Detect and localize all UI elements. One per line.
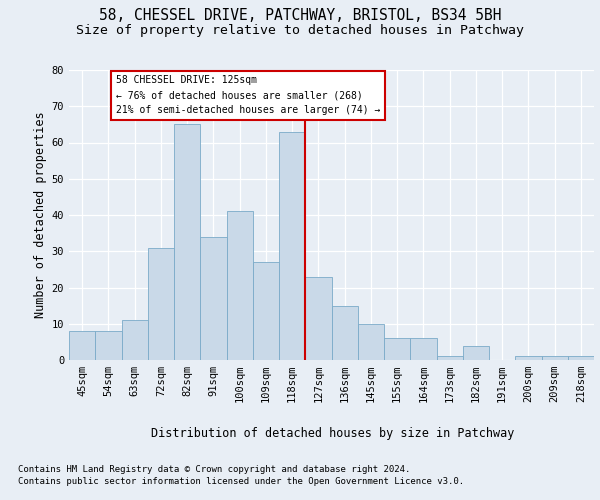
Text: Size of property relative to detached houses in Patchway: Size of property relative to detached ho… [76, 24, 524, 37]
Y-axis label: Number of detached properties: Number of detached properties [34, 112, 47, 318]
Bar [174, 124, 200, 360]
Text: Distribution of detached houses by size in Patchway: Distribution of detached houses by size … [151, 428, 515, 440]
Bar [69, 331, 95, 360]
Bar [515, 356, 542, 360]
Bar [384, 338, 410, 360]
Bar [568, 356, 594, 360]
Bar [437, 356, 463, 360]
Bar [358, 324, 384, 360]
Bar [121, 320, 148, 360]
Bar [542, 356, 568, 360]
Bar [305, 276, 331, 360]
Bar [253, 262, 279, 360]
Text: Contains public sector information licensed under the Open Government Licence v3: Contains public sector information licen… [18, 478, 464, 486]
Bar [227, 212, 253, 360]
Text: 58, CHESSEL DRIVE, PATCHWAY, BRISTOL, BS34 5BH: 58, CHESSEL DRIVE, PATCHWAY, BRISTOL, BS… [99, 8, 501, 22]
Text: Contains HM Land Registry data © Crown copyright and database right 2024.: Contains HM Land Registry data © Crown c… [18, 465, 410, 474]
Bar [331, 306, 358, 360]
Bar [463, 346, 489, 360]
Bar [148, 248, 174, 360]
Bar [200, 237, 227, 360]
Bar [279, 132, 305, 360]
Text: 58 CHESSEL DRIVE: 125sqm
← 76% of detached houses are smaller (268)
21% of semi-: 58 CHESSEL DRIVE: 125sqm ← 76% of detach… [116, 76, 380, 115]
Bar [95, 331, 121, 360]
Bar [410, 338, 437, 360]
